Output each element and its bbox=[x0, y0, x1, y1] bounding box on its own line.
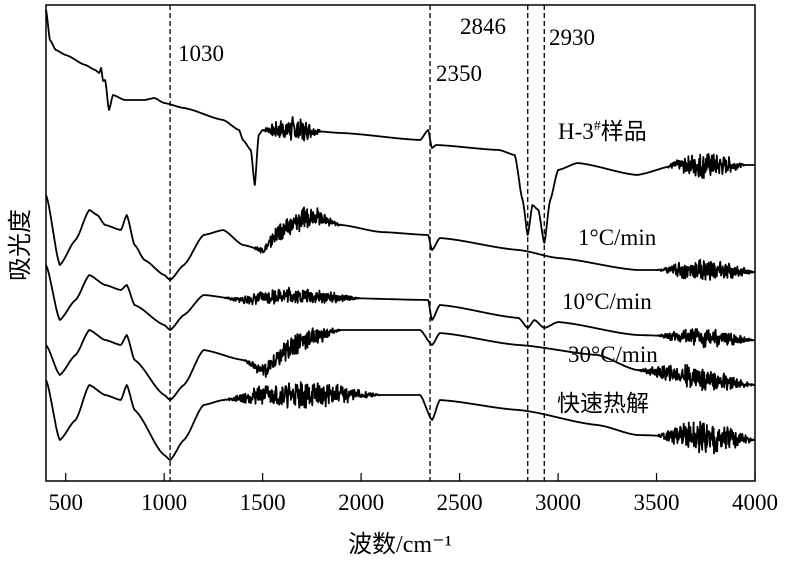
spectra-curves bbox=[45, 9, 756, 461]
x-tick-label: 1000 bbox=[141, 490, 187, 515]
ref-label-1030: 1030 bbox=[178, 41, 224, 66]
x-tick-label: 2500 bbox=[437, 490, 483, 515]
ref-label-2846: 2846 bbox=[460, 14, 506, 39]
ref-label-2350: 2350 bbox=[436, 61, 482, 86]
x-tick-label: 1500 bbox=[240, 490, 286, 515]
series-label-10c: 10°C/min bbox=[562, 289, 652, 314]
x-axis: 500 1000 1500 2000 2500 3000 3500 4000 bbox=[48, 473, 778, 515]
x-tick-label: 3000 bbox=[535, 490, 581, 515]
series-label-1c: 1°C/min bbox=[578, 225, 657, 250]
series-line-2 bbox=[45, 264, 756, 349]
x-tick-label: 4000 bbox=[732, 490, 778, 515]
plot-frame bbox=[45, 4, 756, 482]
x-tick-label: 500 bbox=[48, 490, 83, 515]
ref-label-2930: 2930 bbox=[549, 25, 595, 50]
series-line-4 bbox=[45, 379, 756, 461]
reference-lines bbox=[169, 5, 545, 481]
series-line-3 bbox=[45, 327, 756, 401]
series-line-0 bbox=[45, 9, 756, 244]
series-line-1 bbox=[45, 194, 756, 281]
y-axis-label: 吸光度 bbox=[7, 209, 34, 281]
x-tick-label: 3500 bbox=[634, 490, 680, 515]
x-axis-label: 波数/cm⁻¹ bbox=[348, 531, 452, 558]
series-label-30c: 30°C/min bbox=[568, 342, 658, 367]
series-label-fast: 快速热解 bbox=[557, 391, 649, 416]
series-label-h3: H-3#样品 bbox=[558, 119, 647, 144]
x-tick-label: 2000 bbox=[338, 490, 384, 515]
